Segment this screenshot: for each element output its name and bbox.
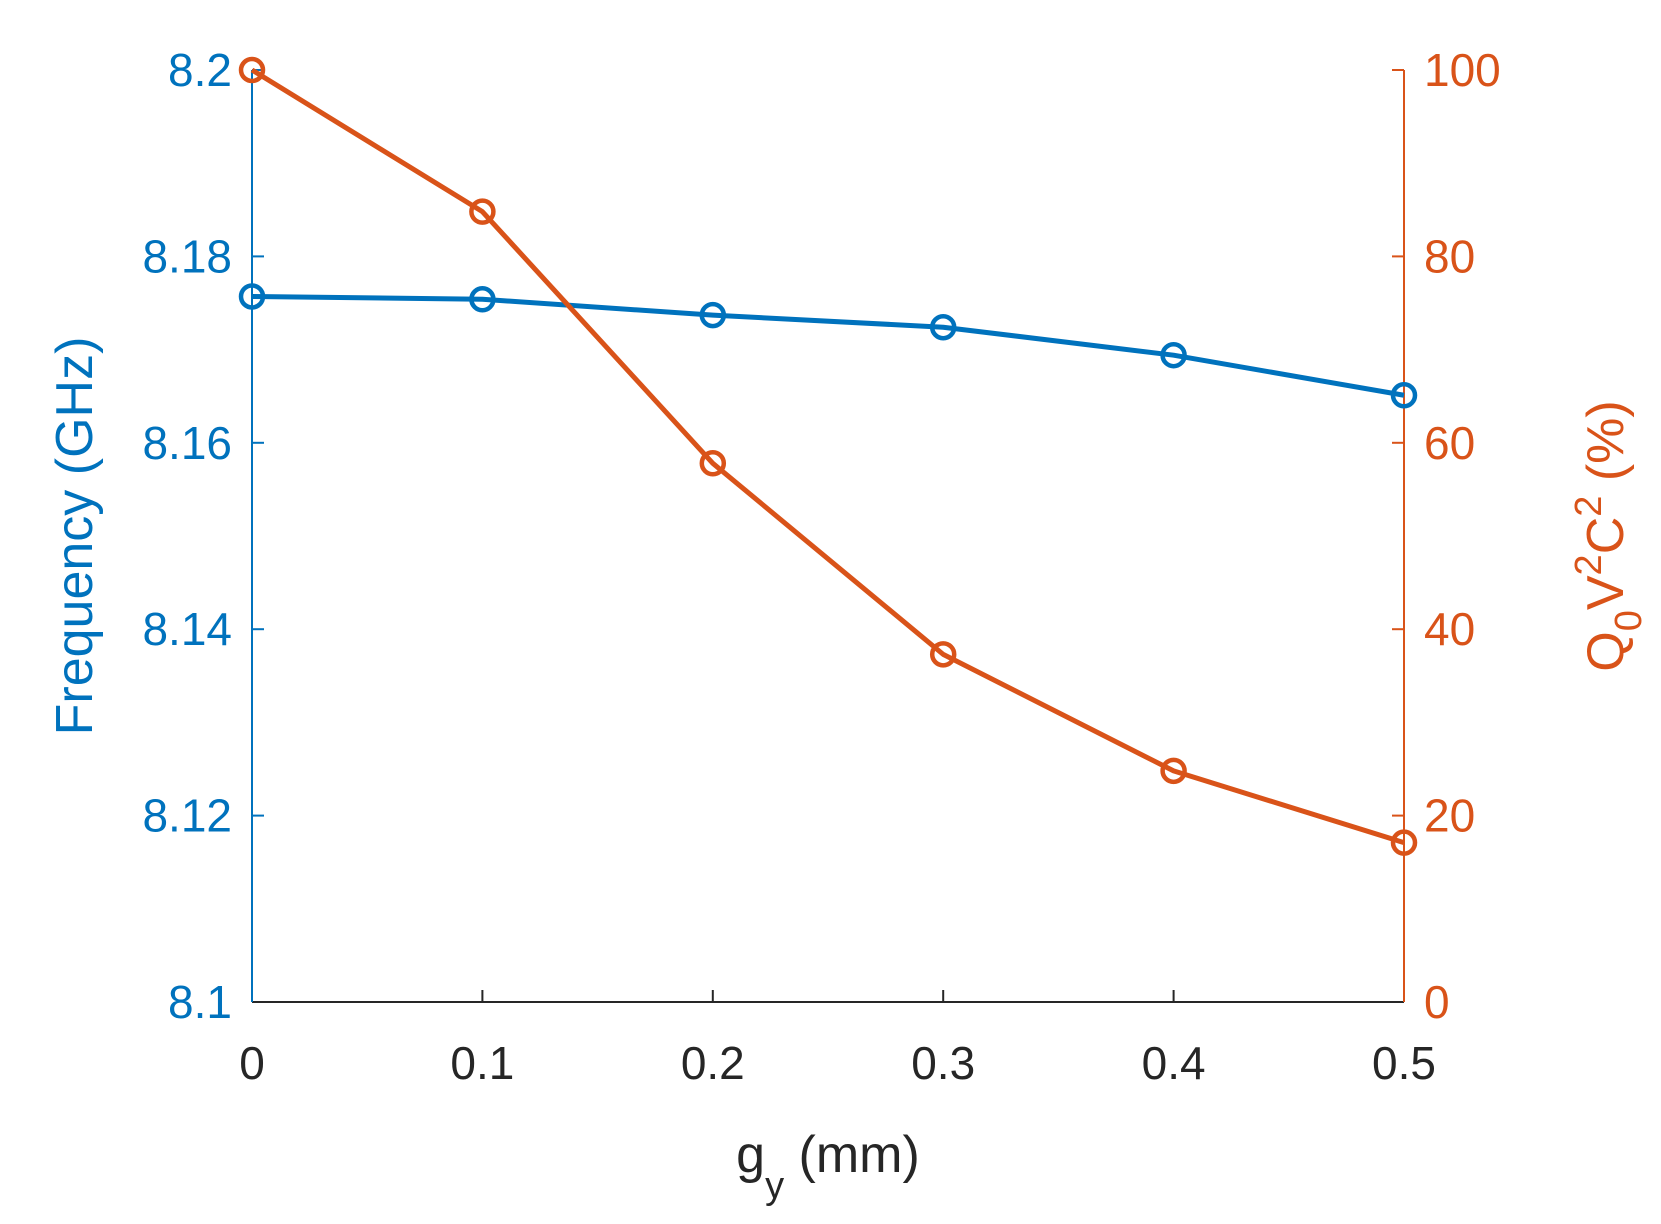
right-tick-label: 0 [1424,976,1450,1028]
data-point-frequency [1390,382,1418,409]
x-tick-label: 0.1 [450,1037,514,1089]
data-point-q0v2c2 [929,641,957,668]
left-axis-label: Frequency (GHz) [46,337,104,736]
data-point-frequency [1160,341,1187,369]
data-point-q0v2c2 [1390,829,1418,856]
right-axis-ticks: 0 20 40 60 80 100 [1392,44,1501,1028]
right-axis-label: Q0V2C2 (%) [1568,400,1650,671]
x-tick-label: 0 [239,1037,265,1089]
data-point-frequency [929,313,957,341]
series-line-q0v2c2 [250,67,1405,846]
right-tick-label: 20 [1424,790,1475,842]
data-point-frequency [699,301,727,329]
x-tick-label: 0.4 [1142,1037,1206,1089]
left-tick-label: 8.14 [142,603,232,655]
left-axis-ticks: 8.1 8.12 8.14 8.16 8.18 8.2 [142,44,264,1028]
data-point-q0v2c2 [469,198,496,225]
left-tick-label: 8.2 [168,44,232,96]
x-tick-label: 0.2 [681,1037,745,1089]
left-tick-label: 8.18 [142,230,232,282]
left-tick-label: 8.16 [142,417,232,469]
data-point-q0v2c2 [1160,757,1187,785]
series-layer [238,56,1418,856]
right-tick-label: 60 [1424,417,1475,469]
x-axis-ticks: 0 0.1 0.2 0.3 0.4 0.5 [239,990,1436,1089]
series-line-frequency [251,293,1405,398]
left-tick-label: 8.1 [168,976,232,1028]
data-point-frequency [238,283,266,310]
right-tick-label: 100 [1424,44,1501,96]
right-tick-label: 40 [1424,603,1475,655]
x-tick-label: 0.3 [911,1037,975,1089]
data-point-q0v2c2 [238,56,266,84]
x-tick-label: 0.5 [1372,1037,1436,1089]
x-axis-label: gy (mm) [736,1126,920,1207]
data-point-frequency [469,286,496,313]
right-tick-label: 80 [1424,230,1475,282]
data-point-q0v2c2 [699,450,727,477]
left-tick-label: 8.12 [142,790,232,842]
